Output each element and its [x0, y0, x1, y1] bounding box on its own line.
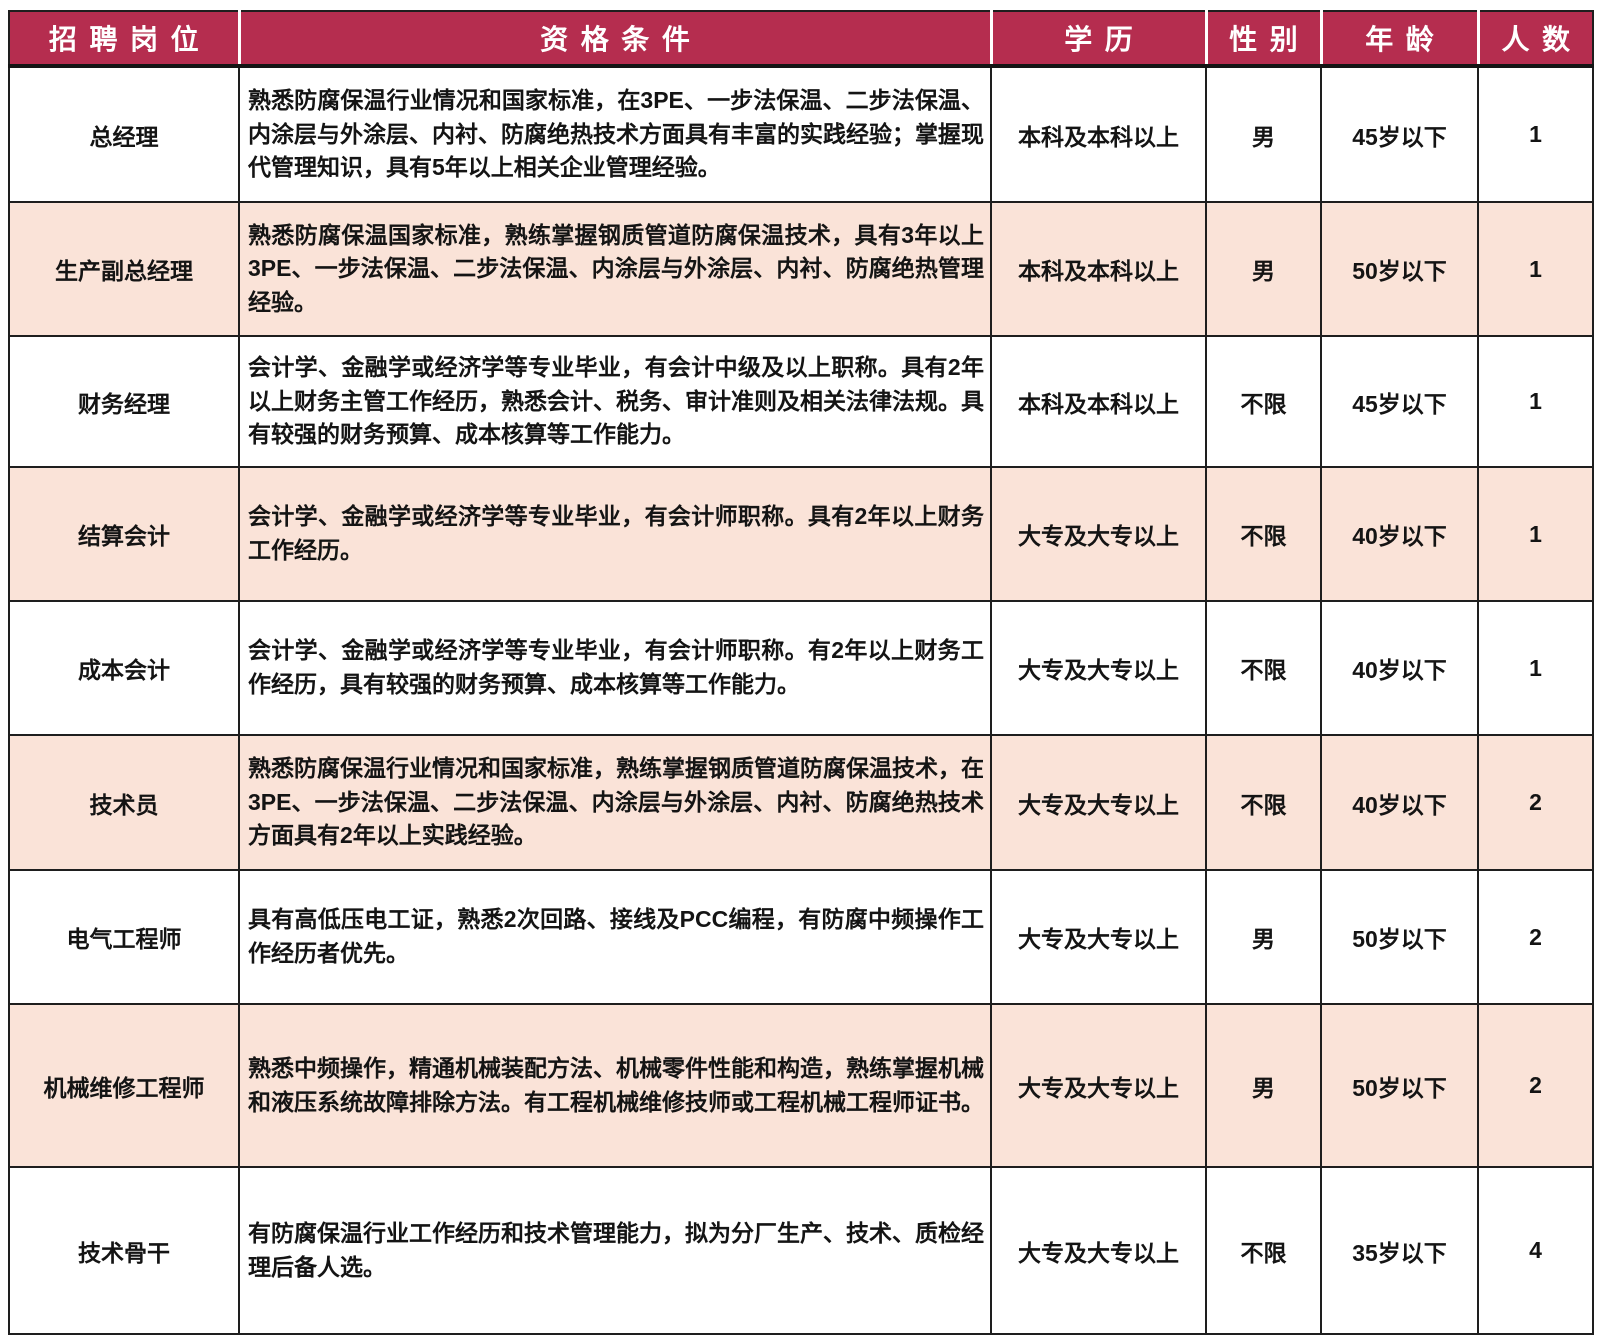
cell-headcount: 1 — [1477, 466, 1594, 602]
cell-position: 生产副总经理 — [8, 201, 240, 337]
cell-position: 技术骨干 — [8, 1166, 240, 1335]
cell-education: 大专及大专以上 — [990, 869, 1207, 1005]
cell-qualification: 会计学、金融学或经济学等专业毕业，有会计师职称。有2年以上财务工作经历，具有较强… — [238, 600, 992, 736]
cell-age: 45岁以下 — [1320, 335, 1479, 468]
cell-position: 机械维修工程师 — [8, 1003, 240, 1168]
cell-gender: 不限 — [1205, 600, 1322, 736]
cell-gender: 不限 — [1205, 734, 1322, 871]
cell-education: 大专及大专以上 — [990, 600, 1207, 736]
cell-headcount: 1 — [1477, 600, 1594, 736]
column-header-position: 招聘岗位 — [9, 11, 239, 68]
cell-qualification: 熟悉防腐保温行业情况和国家标准，熟练掌握钢质管道防腐保温技术，在3PE、一步法保… — [238, 734, 992, 871]
cell-qualification: 熟悉中频操作，精通机械装配方法、机械零件性能和构造，熟练掌握机械和液压系统故障排… — [238, 1003, 992, 1168]
header-row: 招聘岗位 资格条件 学历 性别 年龄 人数 — [9, 11, 1593, 68]
cell-headcount: 4 — [1477, 1166, 1594, 1335]
cell-headcount: 1 — [1477, 201, 1594, 337]
cell-education: 大专及大专以上 — [990, 734, 1207, 871]
cell-age: 35岁以下 — [1320, 1166, 1479, 1335]
cell-age: 50岁以下 — [1320, 869, 1479, 1005]
cell-position: 结算会计 — [8, 466, 240, 602]
cell-education: 大专及大专以上 — [990, 1003, 1207, 1168]
cell-qualification: 会计学、金融学或经济学等专业毕业，有会计中级及以上职称。具有2年以上财务主管工作… — [238, 335, 992, 468]
table-row: 总经理 熟悉防腐保温行业情况和国家标准，在3PE、一步法保温、二步法保温、内涂层… — [8, 65, 1594, 203]
cell-gender: 不限 — [1205, 1166, 1322, 1335]
cell-position: 成本会计 — [8, 600, 240, 736]
cell-education: 本科及本科以上 — [990, 335, 1207, 468]
cell-position: 技术员 — [8, 734, 240, 871]
cell-age: 40岁以下 — [1320, 466, 1479, 602]
cell-position: 总经理 — [8, 65, 240, 203]
table-row: 机械维修工程师 熟悉中频操作，精通机械装配方法、机械零件性能和构造，熟练掌握机械… — [8, 1003, 1594, 1168]
column-header-age: 年龄 — [1319, 11, 1478, 68]
cell-headcount: 1 — [1477, 65, 1594, 203]
cell-qualification: 有防腐保温行业工作经历和技术管理能力，拟为分厂生产、技术、质检经理后备人选。 — [238, 1166, 992, 1335]
column-header-headcount: 人数 — [1476, 11, 1593, 68]
table-row: 电气工程师 具有高低压电工证，熟悉2次回路、接线及PCC编程，有防腐中频操作工作… — [8, 869, 1594, 1005]
cell-headcount: 2 — [1477, 869, 1594, 1005]
cell-education: 本科及本科以上 — [990, 201, 1207, 337]
cell-position: 电气工程师 — [8, 869, 240, 1005]
cell-qualification: 熟悉防腐保温行业情况和国家标准，在3PE、一步法保温、二步法保温、内涂层与外涂层… — [238, 65, 992, 203]
cell-qualification: 具有高低压电工证，熟悉2次回路、接线及PCC编程，有防腐中频操作工作经历者优先。 — [238, 869, 992, 1005]
cell-education: 本科及本科以上 — [990, 65, 1207, 203]
cell-position: 财务经理 — [8, 335, 240, 468]
cell-age: 45岁以下 — [1320, 65, 1479, 203]
table-row: 技术员 熟悉防腐保温行业情况和国家标准，熟练掌握钢质管道防腐保温技术，在3PE、… — [8, 734, 1594, 871]
cell-age: 50岁以下 — [1320, 201, 1479, 337]
cell-gender: 男 — [1205, 869, 1322, 1005]
cell-age: 40岁以下 — [1320, 734, 1479, 871]
cell-education: 大专及大专以上 — [990, 1166, 1207, 1335]
cell-age: 50岁以下 — [1320, 1003, 1479, 1168]
cell-gender: 不限 — [1205, 335, 1322, 468]
table-row: 成本会计 会计学、金融学或经济学等专业毕业，有会计师职称。有2年以上财务工作经历… — [8, 600, 1594, 736]
column-header-education: 学历 — [989, 11, 1206, 68]
column-header-gender: 性别 — [1204, 11, 1321, 68]
column-header-qualification: 资格条件 — [237, 11, 991, 68]
cell-gender: 男 — [1205, 1003, 1322, 1168]
table-row: 技术骨干 有防腐保温行业工作经历和技术管理能力，拟为分厂生产、技术、质检经理后备… — [8, 1166, 1594, 1335]
cell-qualification: 会计学、金融学或经济学等专业毕业，有会计师职称。具有2年以上财务工作经历。 — [238, 466, 992, 602]
cell-gender: 男 — [1205, 201, 1322, 337]
cell-age: 40岁以下 — [1320, 600, 1479, 736]
cell-gender: 男 — [1205, 65, 1322, 203]
cell-headcount: 1 — [1477, 335, 1594, 468]
table-row: 生产副总经理 熟悉防腐保温国家标准，熟练掌握钢质管道防腐保温技术，具有3年以上3… — [8, 201, 1594, 337]
cell-headcount: 2 — [1477, 734, 1594, 871]
table-row: 结算会计 会计学、金融学或经济学等专业毕业，有会计师职称。具有2年以上财务工作经… — [8, 466, 1594, 602]
table-row: 财务经理 会计学、金融学或经济学等专业毕业，有会计中级及以上职称。具有2年以上财… — [8, 335, 1594, 468]
cell-gender: 不限 — [1205, 466, 1322, 602]
cell-headcount: 2 — [1477, 1003, 1594, 1168]
cell-qualification: 熟悉防腐保温国家标准，熟练掌握钢质管道防腐保温技术，具有3年以上3PE、一步法保… — [238, 201, 992, 337]
recruitment-table: 招聘岗位 资格条件 学历 性别 年龄 人数 总经理 熟悉防腐保温行业情况和国家标… — [8, 10, 1594, 1335]
cell-education: 大专及大专以上 — [990, 466, 1207, 602]
